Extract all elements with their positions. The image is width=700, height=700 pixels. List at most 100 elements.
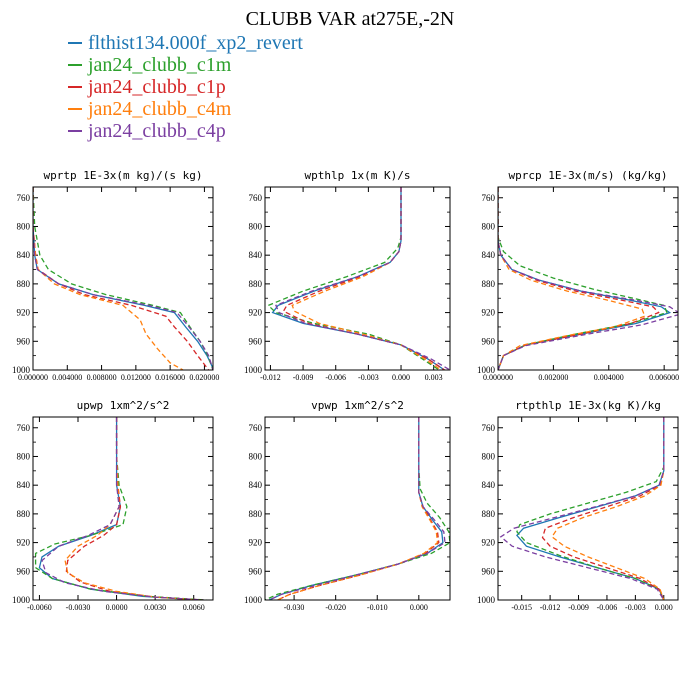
plot-frame	[32, 186, 214, 371]
y-tick-label: 760	[17, 193, 31, 203]
legend-item: jan24_clubb_c1m	[68, 54, 303, 76]
chart-panel: upwp 1xm^2/s^27608008408809209601000-0.0…	[12, 399, 214, 612]
y-tick-label: 760	[17, 423, 31, 433]
x-tick-label: -0.012	[260, 373, 281, 382]
x-tick-label: 0.000	[410, 603, 428, 612]
plot-frame	[497, 186, 679, 371]
series-line	[498, 187, 668, 370]
y-tick-label: 960	[17, 566, 31, 576]
y-tick-label: 840	[17, 250, 31, 260]
x-tick-label: 0.012000	[121, 373, 151, 382]
legend-item: jan24_clubb_c4p	[68, 120, 303, 142]
y-tick-label: 840	[17, 480, 31, 490]
series-line	[498, 187, 660, 370]
series-line	[541, 417, 665, 600]
y-tick-label: 800	[17, 451, 31, 461]
legend-label: jan24_clubb_c1m	[88, 53, 232, 76]
series-line	[291, 187, 442, 370]
y-tick-label: 1000	[477, 365, 496, 375]
y-tick-label: 880	[17, 279, 31, 289]
y-tick-label: 800	[17, 221, 31, 231]
y-tick-label: 840	[249, 480, 263, 490]
y-tick-label: 880	[482, 279, 496, 289]
y-tick-label: 920	[17, 308, 31, 318]
x-tick-label: -0.009	[293, 373, 314, 382]
series-line	[275, 187, 450, 370]
legend-label: flthist134.000f_xp2_revert	[88, 31, 303, 54]
series-line	[268, 417, 444, 600]
series-line	[516, 417, 665, 600]
chart-panel: rtpthlp 1E-3x(kg K)/kg 760 800 840 880 920 960…	[477, 399, 679, 612]
series-line	[277, 417, 439, 600]
y-tick-label: 920	[482, 308, 496, 318]
series-line	[516, 417, 665, 600]
series-line	[33, 187, 210, 370]
x-tick-label: 0.0060	[183, 603, 205, 612]
legend: flthist134.000f_xp2_revert jan24_clubb_c…	[68, 32, 303, 142]
x-tick-label: -0.009	[568, 603, 589, 612]
legend-line-icon	[68, 130, 82, 132]
panel-title: wprtp 1E-3x(m kg)/(s kg)	[44, 169, 203, 182]
series-line	[277, 417, 440, 600]
series-line	[498, 187, 646, 370]
y-tick-label: 760	[249, 193, 263, 203]
panel-title: wpthlp 1x(m K)/s	[305, 169, 411, 182]
legend-line-icon	[68, 108, 82, 110]
legend-line-icon	[68, 86, 82, 88]
y-tick-label: 760	[482, 423, 496, 433]
series-line	[64, 417, 201, 600]
y-tick-label: 960	[17, 336, 31, 346]
x-tick-label: -0.006	[597, 603, 618, 612]
y-tick-label: 840	[249, 250, 263, 260]
y-tick-label: 800	[482, 221, 496, 231]
series-line	[41, 417, 205, 600]
y-tick-label: 960	[482, 336, 496, 346]
series-line	[551, 417, 665, 600]
y-tick-label: 800	[482, 451, 496, 461]
plot-frame	[264, 416, 451, 601]
panel-title: rtpthlp 1E-3x(kg K)/kg	[515, 399, 661, 412]
plot-frame	[32, 416, 214, 601]
chart-panel: wpthlp 1x(m K)/s7608008408809209601000-0…	[244, 169, 451, 382]
y-tick-label: 960	[249, 566, 263, 576]
y-tick-label: 800	[249, 451, 263, 461]
y-tick-label: 840	[482, 480, 496, 490]
x-tick-label: -0.0030	[66, 603, 91, 612]
legend-label: jan24_clubb_c1p	[88, 75, 226, 98]
legend-label: jan24_clubb_c4p	[88, 119, 226, 142]
chart-panel: wprtp 1E-3x(m kg)/(s kg) 760 800 840 880 920 9…	[12, 169, 219, 382]
x-tick-label: -0.006	[325, 373, 346, 382]
y-tick-label: 760	[482, 193, 496, 203]
plot-frame	[264, 186, 451, 371]
legend-label: jan24_clubb_c4m	[88, 97, 232, 120]
plot-frame	[497, 416, 679, 601]
x-tick-label: -0.0060	[27, 603, 52, 612]
y-tick-label: 1000	[477, 595, 496, 605]
y-tick-label: 880	[482, 509, 496, 519]
series-line	[34, 417, 207, 600]
y-tick-label: 800	[249, 221, 263, 231]
x-tick-label: 0.016000	[155, 373, 185, 382]
panel-title: wprcp 1E-3x(m/s) (kg/kg)	[509, 169, 668, 182]
series-line	[33, 187, 213, 370]
legend-item: flthist134.000f_xp2_revert	[68, 32, 303, 54]
x-tick-label: -0.010	[367, 603, 388, 612]
x-tick-label: 0.000000	[483, 373, 513, 382]
y-tick-label: 960	[482, 566, 496, 576]
y-tick-label: 880	[249, 509, 263, 519]
y-tick-label: 1000	[244, 595, 263, 605]
y-tick-label: 840	[482, 250, 496, 260]
x-tick-label: 0.020000	[189, 373, 219, 382]
panel-title: vpwp 1xm^2/s^2	[311, 399, 404, 412]
x-tick-label: 0.000	[392, 373, 410, 382]
series-line	[498, 187, 672, 370]
series-line	[268, 417, 446, 600]
y-tick-label: 880	[249, 279, 263, 289]
chart-panel: wprcp 1E-3x(m/s) (kg/kg) 760 800 840 880 920 9…	[477, 169, 679, 382]
legend-line-icon	[68, 42, 82, 44]
y-tick-label: 1000	[12, 365, 31, 375]
series-line	[499, 417, 665, 600]
x-tick-label: -0.012	[540, 603, 561, 612]
x-tick-label: -0.003	[625, 603, 646, 612]
